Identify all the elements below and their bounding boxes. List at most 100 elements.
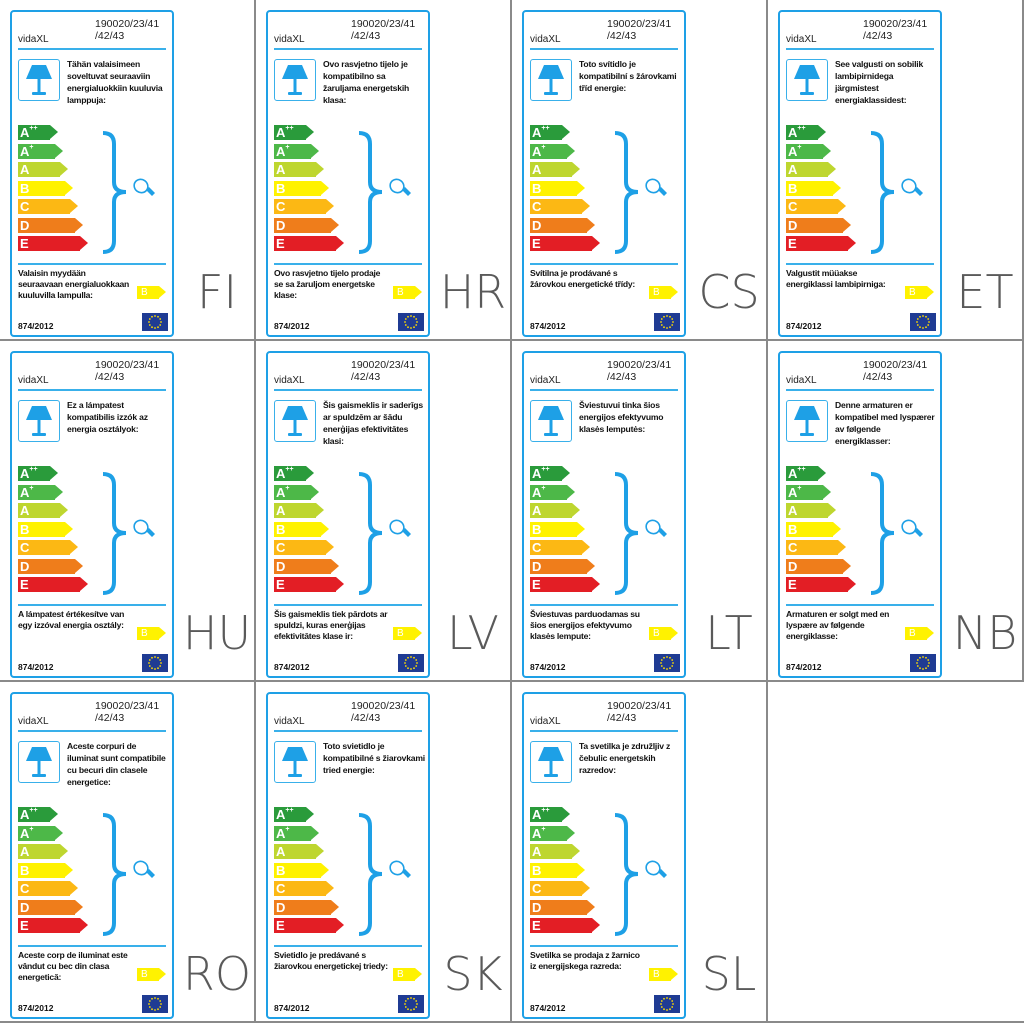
energy-class-sup: ++: [285, 125, 294, 132]
model-number: 190020/23/41/42/43: [95, 18, 159, 42]
model-line: /42/43: [607, 712, 637, 724]
language-code: LT: [705, 606, 753, 660]
sold-with-text: Armaturen er solgt med en lyspære av føl…: [786, 609, 890, 641]
regulation-number: 874/2012: [274, 662, 310, 672]
lamp-icon: [530, 400, 572, 442]
energy-class-sup: +: [285, 825, 290, 833]
eu-flag-icon: [142, 995, 168, 1013]
lamp-class-tag: B: [649, 627, 678, 640]
energy-class-bar: E: [530, 918, 600, 933]
model-number: 190020/23/41/42/43: [351, 18, 415, 42]
energy-class-bar: A++: [18, 466, 58, 481]
model-number: 190020/23/41/42/43: [863, 359, 927, 383]
energy-class-bar: A: [274, 162, 324, 177]
energy-class-sup: ++: [541, 807, 550, 814]
language-code: LV: [446, 606, 500, 660]
energy-class-letter: C: [276, 199, 286, 214]
divider: [786, 604, 934, 606]
energy-class-bar: B: [786, 521, 841, 537]
label-cell: vidaXL 190020/23/41/42/43 Ez a lámpatest…: [0, 341, 256, 682]
model-line: 190020/23/41: [95, 359, 160, 371]
eu-flag-icon: [910, 654, 936, 672]
energy-class-letter: A: [20, 125, 30, 140]
energy-class-bar: D: [274, 217, 339, 233]
energy-class-letter: A: [276, 503, 286, 518]
divider: [18, 604, 166, 606]
energy-class-letter: A: [276, 844, 286, 859]
energy-class-bar: B: [530, 862, 585, 878]
divider: [274, 730, 422, 732]
energy-class-bar: E: [530, 577, 600, 592]
model-number: 190020/23/41/42/43: [607, 700, 671, 724]
energy-class-letter: E: [788, 577, 797, 592]
energy-class-letter: A: [276, 143, 286, 159]
eu-flag-icon: [654, 995, 680, 1013]
energy-class-bar: A+: [274, 825, 319, 841]
brace-icon: [612, 471, 642, 601]
energy-class-letter: E: [788, 236, 797, 251]
energy-class-bar: A+: [18, 143, 63, 159]
bulb-icon: [644, 177, 670, 206]
regulation-number: 874/2012: [786, 662, 822, 672]
energy-class-letter: B: [276, 180, 286, 196]
brand-name: vidaXL: [274, 375, 305, 386]
energy-class-bar: A++: [530, 807, 570, 822]
energy-class-letter: B: [20, 180, 30, 196]
energy-class-sup: +: [541, 484, 546, 492]
energy-label-card: vidaXL 190020/23/41/42/43 Denne armature…: [778, 351, 942, 678]
energy-class-letter: A: [788, 162, 798, 177]
lamp-icon: [530, 741, 572, 783]
energy-class-letter: D: [788, 217, 798, 233]
lamp-icon: [18, 59, 60, 101]
regulation-number: 874/2012: [786, 321, 822, 331]
brace-icon: [100, 812, 130, 942]
divider: [274, 389, 422, 391]
lamp-class-tag: B: [393, 286, 422, 299]
sold-with-text: Svietidlo je predávané s žiarovkou energ…: [274, 950, 388, 971]
divider: [530, 945, 678, 947]
divider: [786, 263, 934, 265]
compatibility-text: Tähän valaisimeen soveltuvat seuraaviin …: [67, 59, 163, 105]
energy-class-sup: +: [29, 825, 34, 833]
bulb-icon: [132, 177, 158, 206]
energy-class-letter: A: [20, 825, 30, 841]
bulb-icon: [900, 518, 926, 547]
lamp-icon: [274, 400, 316, 442]
model-number: 190020/23/41/42/43: [95, 359, 159, 383]
energy-class-bar: E: [274, 236, 344, 251]
energy-class-letter: E: [20, 577, 29, 592]
energy-class-bar: C: [530, 540, 590, 555]
energy-class-bar: A: [530, 162, 580, 177]
energy-class-letter: A: [276, 125, 286, 140]
energy-class-letter: A: [20, 844, 30, 859]
brace-icon: [868, 130, 898, 260]
energy-class-bar: E: [786, 236, 856, 251]
energy-class-letter: A: [532, 143, 542, 159]
energy-class-bar: A++: [274, 466, 314, 481]
energy-class-sup: +: [797, 484, 802, 492]
energy-class-bar: B: [18, 862, 73, 878]
lamp-icon: [274, 741, 316, 783]
energy-class-letter: A: [532, 125, 542, 140]
energy-class-letter: C: [20, 540, 30, 555]
energy-class-bar: E: [274, 577, 344, 592]
energy-class-sup: +: [797, 143, 802, 151]
eu-flag-icon: [142, 654, 168, 672]
energy-class-sup: +: [285, 143, 290, 151]
label-cell: vidaXL 190020/23/41/42/43 See valgusti o…: [768, 0, 1024, 341]
energy-class-bar: D: [18, 217, 83, 233]
energy-label-card: vidaXL 190020/23/41/42/43 Tähän valaisim…: [10, 10, 174, 337]
energy-class-sup: ++: [285, 807, 294, 814]
brand-name: vidaXL: [274, 716, 305, 727]
energy-label-card: vidaXL 190020/23/41/42/43 Ez a lámpatest…: [10, 351, 174, 678]
energy-class-bar: E: [786, 577, 856, 592]
brand-name: vidaXL: [786, 34, 817, 45]
brand-name: vidaXL: [18, 716, 49, 727]
energy-class-letter: A: [20, 807, 30, 822]
compatibility-text: Ez a lámpatest kompatibilis izzók az ene…: [67, 400, 148, 434]
divider: [274, 48, 422, 50]
brace-icon: [612, 812, 642, 942]
energy-class-bar: B: [18, 180, 73, 196]
language-code: SL: [701, 947, 757, 1001]
